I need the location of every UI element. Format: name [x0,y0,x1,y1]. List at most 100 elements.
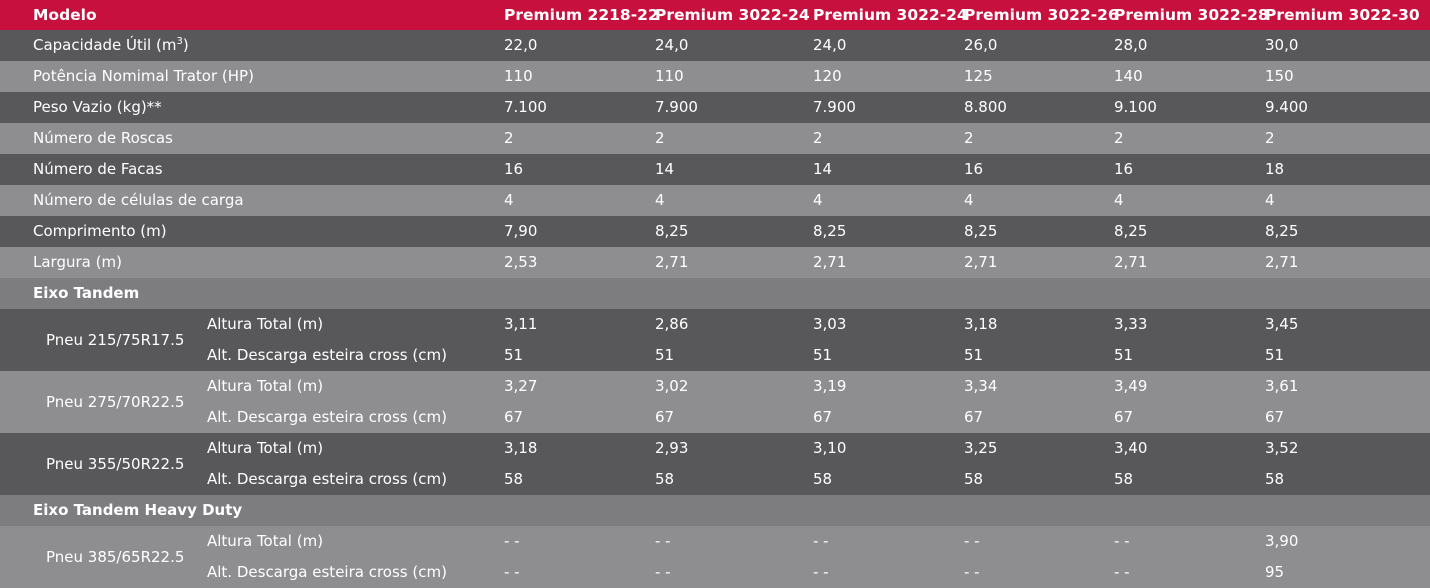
row-label: Alt. Descarga esteira cross (cm) [207,346,447,364]
table-cell: 2 [813,129,823,147]
table-cell: 24,0 [655,36,689,54]
table-cell: 7.900 [655,98,698,116]
row-label: Número de células de carga [33,191,244,209]
table-cell: 150 [1265,67,1294,85]
table-cell: 3,40 [1114,439,1148,457]
table-cell: - - [964,563,980,581]
table-cell: 67 [504,408,524,426]
table-cell: 51 [813,346,833,364]
table-cell: 8,25 [655,222,689,240]
table-cell: 4 [964,191,974,209]
table-cell: 2,71 [813,253,847,271]
table-cell: 4 [1114,191,1124,209]
table-cell: 4 [1265,191,1275,209]
row-label: Capacidade Útil (m3) [33,36,189,54]
table-cell: 2,71 [655,253,689,271]
table-cell: 2,53 [504,253,538,271]
table-cell: 22,0 [504,36,538,54]
table-cell: 8,25 [813,222,847,240]
table-cell: 2 [1265,129,1275,147]
table-row: Alt. Descarga esteira cross (cm) - - - -… [0,557,1430,588]
table-cell: 51 [964,346,984,364]
model-header: Premium 2218-22 [504,6,659,24]
row-label: Altura Total (m) [207,377,324,395]
tire-block: Pneu 385/65R22.5 Altura Total (m) - - - … [0,526,1430,588]
tire-block: Pneu 275/70R22.5 Altura Total (m) 3,27 3… [0,371,1430,433]
table-row: Largura (m) 2,53 2,71 2,71 2,71 2,71 2,7… [0,247,1430,278]
row-label: Potência Nomimal Trator (HP) [33,67,254,85]
table-cell: 120 [813,67,842,85]
table-cell: 8.800 [964,98,1007,116]
table-header: Modelo Premium 2218-22 Premium 3022-24 P… [0,0,1430,30]
table-cell: - - [964,532,980,550]
table-cell: 67 [964,408,984,426]
table-cell: 51 [655,346,675,364]
model-header: Premium 3022-24 [655,6,810,24]
table-cell: 18 [1265,160,1285,178]
table-cell: - - [655,563,671,581]
table-cell: 28,0 [1114,36,1148,54]
tire-label: Pneu 275/70R22.5 [46,393,185,411]
table-cell: 9.400 [1265,98,1308,116]
table-cell: 14 [813,160,833,178]
table-cell: 3,18 [504,439,538,457]
table-row: Altura Total (m) 3,18 2,93 3,10 3,25 3,4… [0,433,1430,464]
table-cell: 3,90 [1265,532,1299,550]
row-label: Número de Roscas [33,129,173,147]
table-row: Alt. Descarga esteira cross (cm) 51 51 5… [0,340,1430,371]
table-cell: 9.100 [1114,98,1157,116]
table-row: Número de Facas 16 14 14 16 16 18 [0,154,1430,185]
row-label: Altura Total (m) [207,532,324,550]
table-cell: - - [1114,563,1130,581]
table-cell: 67 [1265,408,1285,426]
table-cell: 67 [813,408,833,426]
tire-label: Pneu 355/50R22.5 [46,455,185,473]
table-cell: 2 [964,129,974,147]
table-cell: 3,33 [1114,315,1148,333]
table-cell: 4 [655,191,665,209]
table-cell: 16 [504,160,524,178]
table-cell: 51 [504,346,524,364]
table-cell: 58 [813,470,833,488]
table-cell: 3,11 [504,315,538,333]
model-header: Premium 3022-24 [813,6,968,24]
table-cell: 110 [504,67,533,85]
table-row: Potência Nomimal Trator (HP) 110 110 120… [0,61,1430,92]
section-title: Eixo Tandem Heavy Duty [33,501,243,519]
tire-block: Pneu 355/50R22.5 Altura Total (m) 3,18 2… [0,433,1430,495]
table-row: Comprimento (m) 7,90 8,25 8,25 8,25 8,25… [0,216,1430,247]
table-cell: 2,86 [655,315,689,333]
table-cell: 95 [1265,563,1285,581]
table-cell: 2 [1114,129,1124,147]
model-header: Premium 3022-28 [1114,6,1269,24]
model-header: Premium 3022-26 [964,6,1119,24]
table-cell: 110 [655,67,684,85]
table-cell: 3,34 [964,377,998,395]
table-cell: 7.900 [813,98,856,116]
table-cell: 26,0 [964,36,998,54]
table-cell: 125 [964,67,993,85]
model-header: Premium 3022-30 [1265,6,1420,24]
table-row: Número de células de carga 4 4 4 4 4 4 [0,185,1430,216]
row-label: Alt. Descarga esteira cross (cm) [207,408,447,426]
table-row: Alt. Descarga esteira cross (cm) 58 58 5… [0,464,1430,495]
table-cell: 2,71 [1114,253,1148,271]
table-cell: - - [813,563,829,581]
tire-label: Pneu 215/75R17.5 [46,331,185,349]
table-cell: - - [655,532,671,550]
table-cell: 8,25 [1114,222,1148,240]
table-cell: 3,10 [813,439,847,457]
table-cell: 51 [1114,346,1134,364]
table-cell: 8,25 [1265,222,1299,240]
table-cell: 58 [655,470,675,488]
table-cell: 58 [964,470,984,488]
table-row: Altura Total (m) 3,27 3,02 3,19 3,34 3,4… [0,371,1430,402]
table-row: Peso Vazio (kg)** 7.100 7.900 7.900 8.80… [0,92,1430,123]
table-cell: 58 [1265,470,1285,488]
table-row: Número de Roscas 2 2 2 2 2 2 [0,123,1430,154]
table-cell: 3,52 [1265,439,1299,457]
row-label: Alt. Descarga esteira cross (cm) [207,563,447,581]
table-cell: 3,61 [1265,377,1299,395]
table-cell: 67 [655,408,675,426]
